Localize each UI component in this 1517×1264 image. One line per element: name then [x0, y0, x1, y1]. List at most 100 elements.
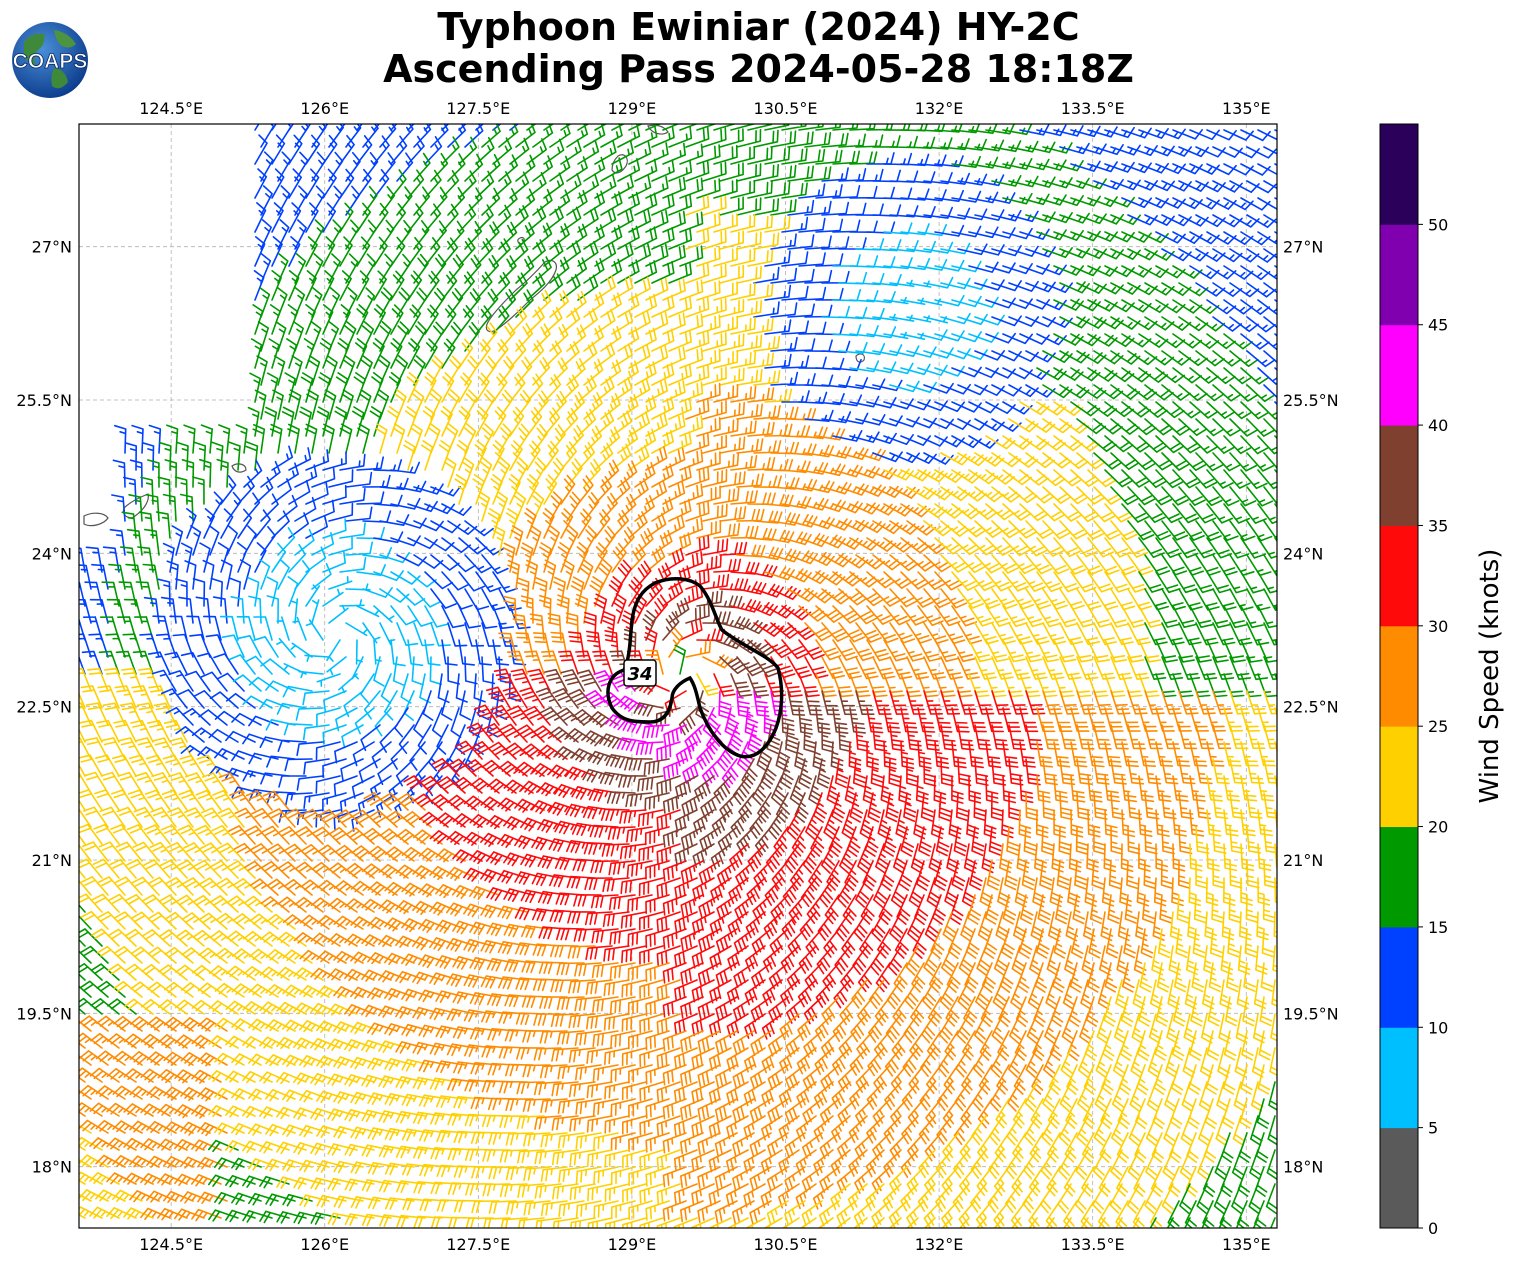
wind-barb — [1195, 656, 1218, 680]
wind-barb — [1002, 894, 1017, 925]
wind-barb — [1229, 384, 1259, 402]
wind-barb — [1231, 1149, 1245, 1180]
wind-barb — [685, 398, 710, 420]
wind-barb — [1256, 1098, 1270, 1129]
wind-barb — [662, 244, 686, 267]
wind-barb — [345, 622, 369, 637]
wind-barb — [446, 902, 477, 917]
wind-barb — [730, 490, 758, 505]
wind-barb — [435, 1025, 466, 1039]
wind-barb — [361, 321, 375, 352]
wind-barb — [1206, 367, 1236, 385]
wind-barb — [532, 222, 553, 250]
wind-barb — [362, 253, 377, 284]
wind-barb — [1138, 197, 1169, 209]
wind-barb — [79, 869, 86, 879]
wind-barb — [645, 124, 662, 131]
wind-barb — [957, 452, 988, 467]
wind-barb — [1008, 656, 1031, 680]
wind-barb — [412, 389, 425, 420]
wind-barb — [1160, 860, 1174, 889]
wind-barb — [1257, 1064, 1271, 1095]
wind-barb — [1189, 231, 1220, 245]
wind-barb — [197, 1156, 228, 1170]
wind-barb — [293, 1002, 324, 1015]
wind-barb — [766, 1200, 789, 1226]
wind-barb — [1059, 316, 1090, 329]
wind-barb — [537, 782, 568, 797]
wind-barb — [109, 858, 137, 879]
wind-barb — [730, 351, 757, 369]
wind-barb — [940, 452, 971, 466]
wind-barb — [583, 425, 603, 454]
wind-barb — [628, 1030, 653, 1050]
wind-barb — [645, 1166, 670, 1187]
wind-barb — [1070, 928, 1084, 959]
wind-barb — [1144, 724, 1163, 750]
wind-barb — [266, 755, 296, 768]
wind-barb — [1229, 146, 1260, 159]
wind-barb — [1002, 605, 1028, 628]
wind-barb — [119, 702, 143, 726]
wind-barb — [277, 494, 298, 522]
wind-barb — [603, 1013, 630, 1031]
wind-barb — [1008, 588, 1035, 610]
wind-barb — [841, 928, 857, 959]
wind-barb — [583, 325, 604, 352]
wind-barb — [218, 424, 231, 454]
wind-barb — [1076, 554, 1103, 575]
wind-barb — [575, 1166, 602, 1184]
wind-barb — [412, 1006, 443, 1020]
wind-barb — [1206, 741, 1225, 767]
wind-barb — [128, 754, 154, 777]
wind-barb — [645, 928, 670, 949]
wind-barb — [458, 537, 488, 555]
wind-barb — [1260, 962, 1274, 992]
wind-barb — [946, 962, 961, 993]
wind-barb — [930, 809, 945, 840]
wind-barb — [832, 605, 861, 624]
wind-barb — [621, 1081, 647, 1101]
wind-barb — [957, 278, 988, 290]
wind-barb — [429, 656, 443, 686]
wind-barb — [583, 392, 603, 420]
wind-barb — [1189, 197, 1220, 210]
wind-barb — [164, 981, 194, 998]
wind-barb — [495, 491, 508, 522]
wind-barb — [898, 775, 912, 805]
wind-barb — [957, 656, 980, 680]
wind-barb — [639, 911, 664, 931]
wind-barb — [968, 571, 996, 592]
wind-barb — [88, 633, 109, 658]
wind-barb — [134, 772, 160, 794]
wind-barb — [1206, 605, 1231, 629]
wind-barb — [205, 634, 228, 658]
wind-barb — [1144, 452, 1173, 471]
wind-barb — [121, 511, 137, 539]
wind-barb — [1019, 639, 1043, 663]
wind-barb — [713, 124, 737, 131]
wind-barb — [151, 669, 177, 692]
wind-barb — [424, 338, 438, 369]
wind-barb — [260, 151, 274, 182]
wind-barb — [985, 605, 1011, 627]
wind-barb — [940, 277, 971, 290]
wind-barb — [804, 166, 832, 182]
wind-barb — [403, 775, 432, 794]
wind-barb — [128, 494, 143, 522]
wind-barb — [957, 758, 972, 787]
wind-barb — [490, 704, 517, 726]
wind-barb — [948, 928, 962, 959]
wind-barb — [1192, 928, 1206, 958]
wind-barb — [855, 724, 870, 752]
wind-barb — [1100, 1098, 1113, 1129]
wind-barb — [1245, 894, 1259, 923]
wind-barb — [889, 911, 904, 942]
wind-barb — [311, 253, 324, 284]
wind-barb — [1117, 911, 1131, 942]
wind-barb — [872, 520, 903, 535]
wind-barb — [1121, 435, 1151, 453]
wind-barb — [730, 455, 758, 471]
wind-barb — [800, 877, 817, 907]
wind-barb — [985, 367, 1016, 379]
